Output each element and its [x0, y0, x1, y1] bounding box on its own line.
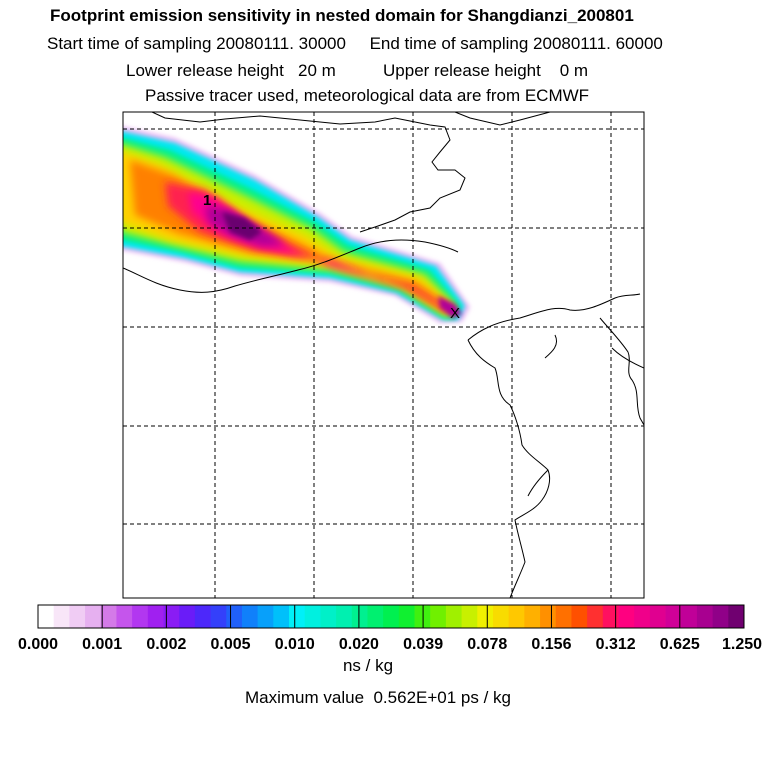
colorbar-swatch — [492, 605, 510, 628]
colorbar-tick-label: 0.020 — [339, 636, 379, 653]
sampling-time-line: Start time of sampling 20080111. 30000 E… — [47, 34, 663, 53]
colorbar-swatch — [649, 605, 666, 628]
colorbar-swatch — [712, 605, 729, 628]
colorbar-swatch — [445, 605, 462, 628]
colorbar-swatch — [383, 605, 400, 628]
border-line — [151, 112, 466, 233]
coast-line — [599, 317, 644, 426]
border-line — [123, 239, 459, 293]
coast-line — [611, 347, 644, 369]
colorbar-swatch — [618, 605, 635, 628]
colorbar-swatch — [351, 605, 368, 628]
colorbar-swatch — [100, 605, 117, 628]
colorbar-swatch — [398, 605, 415, 628]
colorbar-swatch — [430, 605, 447, 628]
colorbar-swatch — [696, 605, 714, 628]
colorbar-swatch — [336, 605, 353, 628]
colorbar-swatch — [304, 605, 321, 628]
colorbar-tick-label: 0.625 — [660, 636, 700, 653]
colorbar-swatch — [524, 605, 541, 628]
colorbar-swatch — [147, 605, 164, 628]
colorbar-swatch — [85, 605, 102, 628]
border-line — [454, 112, 551, 126]
colorbar-swatch — [257, 605, 274, 628]
colorbar-swatch — [69, 605, 86, 628]
colorbar-swatch — [508, 605, 525, 628]
colorbar-tick-label: 0.039 — [403, 636, 443, 653]
colorbar-swatch — [414, 605, 431, 628]
colorbar-swatch — [634, 605, 651, 628]
colorbar-swatch — [194, 605, 211, 628]
colorbar-swatch — [602, 605, 619, 628]
colorbar-swatch — [320, 605, 337, 628]
colorbar-swatch — [289, 605, 306, 628]
colorbar-tick-label: 0.078 — [467, 636, 507, 653]
colorbar-tick-label: 0.005 — [211, 636, 251, 653]
colorbar — [37, 604, 745, 629]
colorbar-swatch — [540, 605, 557, 628]
colorbar-swatch — [555, 605, 572, 628]
colorbar-swatch — [226, 605, 243, 628]
coast-line — [467, 339, 551, 598]
colorbar-swatch — [179, 605, 196, 628]
chart-title: Footprint emission sensitivity in nested… — [50, 6, 634, 25]
coast-line — [467, 293, 641, 341]
plume-contours — [123, 126, 470, 323]
colorbar-swatch — [367, 605, 384, 628]
map-label-1: 1 — [203, 192, 211, 209]
colorbar-swatch — [665, 605, 682, 628]
grid-lines — [123, 112, 644, 598]
colorbar-tick-label: 0.010 — [275, 636, 315, 653]
colorbar-swatch — [132, 605, 149, 628]
colorbar-swatch — [163, 605, 180, 628]
coast-line — [544, 334, 558, 359]
tracer-info-line: Passive tracer used, meteorological data… — [145, 86, 590, 105]
colorbar-unit: ns / kg — [342, 656, 394, 675]
colorbar-tick-label: 0.001 — [82, 636, 122, 653]
maximum-value: Maximum value 0.562E+01 ps / kg — [245, 688, 511, 707]
colorbar-swatch — [587, 605, 604, 628]
colorbar-tick-label: 0.002 — [146, 636, 186, 653]
colorbar-swatch — [273, 605, 290, 628]
map-area: 1 X — [123, 112, 644, 598]
coast-line — [527, 469, 549, 497]
colorbar-swatch — [461, 605, 478, 628]
colorbar-tick-label: 0.000 — [18, 636, 58, 653]
colorbar-tick-label: 1.250 — [722, 636, 762, 653]
colorbar-tick-labels: 0.000 0.001 0.002 0.005 0.010 0.020 0.039 0.078… — [18, 636, 762, 653]
colorbar-swatch — [241, 605, 259, 628]
colorbar-swatch — [38, 605, 55, 628]
colorbar-swatch — [210, 605, 227, 628]
colorbar-swatch — [681, 605, 698, 628]
release-height-line: Lower release height 20 m Upper release … — [126, 61, 589, 80]
colorbar-tick-label: 0.312 — [596, 636, 636, 653]
colorbar-tick-label: 0.156 — [531, 636, 571, 653]
colorbar-swatch — [571, 605, 588, 628]
colorbar-swatch — [477, 605, 494, 628]
coastlines — [123, 112, 644, 598]
colorbar-swatch — [53, 605, 70, 628]
colorbar-swatch — [116, 605, 133, 628]
map-frame — [122, 111, 645, 599]
colorbar-swatch — [728, 605, 745, 628]
release-site-marker: X — [450, 305, 460, 322]
